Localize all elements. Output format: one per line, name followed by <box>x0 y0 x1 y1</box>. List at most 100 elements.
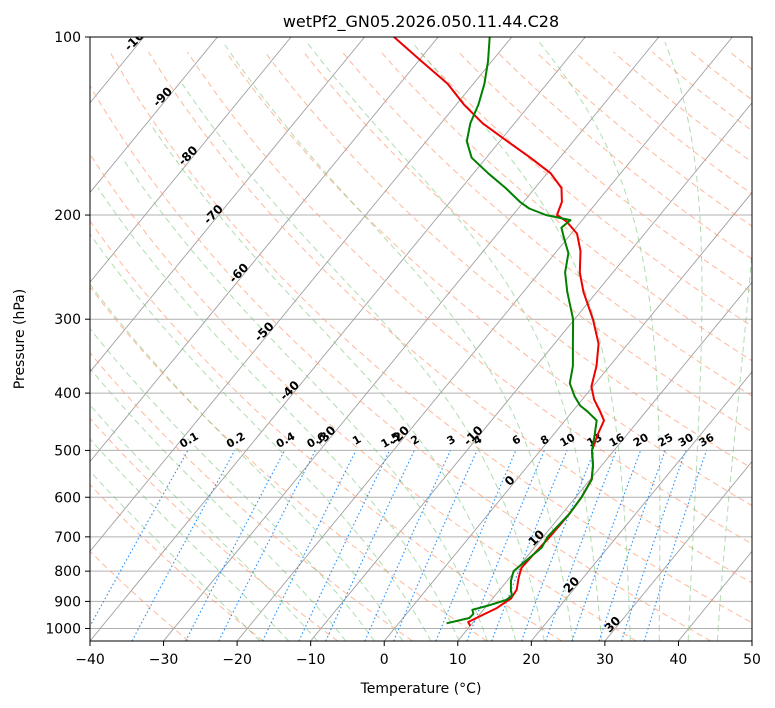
moist-adiabat <box>181 83 545 641</box>
y-tick-label: 300 <box>54 312 81 328</box>
dry-adiabat <box>90 550 190 641</box>
x-tick-label: −30 <box>149 652 179 668</box>
isotherm-line <box>90 37 439 463</box>
mixing-ratio-label: 0.4 <box>274 430 298 451</box>
dry-adiabat <box>651 51 752 132</box>
isotherm-line <box>383 191 752 641</box>
isotherm-line <box>163 37 660 641</box>
isotherm-line <box>236 37 733 641</box>
moist-adiabat <box>90 367 347 641</box>
dry-adiabat <box>90 417 339 641</box>
y-tick-label: 700 <box>54 530 81 546</box>
mixing-ratio-line <box>393 450 478 641</box>
dry-adiabat <box>574 51 752 195</box>
isotherm-label: -100 <box>122 23 153 54</box>
isotherm-label: -70 <box>201 202 226 227</box>
x-tick-label: −20 <box>222 652 252 668</box>
isotherm-line <box>90 37 218 194</box>
mixing-ratio-line <box>520 450 595 641</box>
plot-frame <box>89 36 753 642</box>
isotherm-label: -60 <box>226 260 251 285</box>
mixing-ratio-label: 20 <box>631 431 651 450</box>
y-tick-label: 900 <box>54 594 81 610</box>
isotherm-label: -40 <box>277 378 302 403</box>
isotherm-line <box>530 371 752 641</box>
y-tick-label: 200 <box>54 208 81 224</box>
mixing-ratio-line <box>545 450 617 641</box>
y-tick-label: 600 <box>54 490 81 506</box>
moist-adiabat <box>90 470 261 641</box>
x-tick-label: 40 <box>670 652 688 668</box>
dry-adiabat <box>148 51 752 584</box>
mixing-ratio-line <box>90 450 189 628</box>
mixing-ratio-label: 30 <box>676 431 696 450</box>
isotherm-label: 40 <box>647 648 669 670</box>
x-tick-label: 30 <box>596 652 614 668</box>
axes: −40 −30 −20 −10 0 10 20 30 40 5010009008007006005… <box>45 30 761 668</box>
mixing-ratio-label: 3 <box>445 433 458 448</box>
y-tick-label: 800 <box>54 564 81 580</box>
isotherm-label: 10 <box>526 527 548 549</box>
mixing-ratio-line <box>364 450 451 641</box>
y-tick-label: 500 <box>54 443 81 459</box>
y-tick-label: 100 <box>54 30 81 46</box>
mixing-ratio-label: 25 <box>656 431 676 450</box>
mixing-ratio-label: 0.1 <box>177 430 200 451</box>
line-labels: 0.1 0.2 0.4 0.6 1 1.5 2 3 4 6 8 10 13 16 20 25 30 36-100-… <box>122 23 717 670</box>
moist-adiabat <box>306 41 602 641</box>
moist-adiabat <box>538 41 661 641</box>
isotherm-line <box>751 640 752 641</box>
dry-adiabat <box>109 51 752 624</box>
y-tick-label: 1000 <box>45 621 81 637</box>
moist-adiabat <box>90 283 404 641</box>
dry-adiabat <box>90 483 264 641</box>
isotherm-line <box>310 102 752 641</box>
isotherm-line <box>678 550 752 641</box>
mixing-ratio-line <box>435 450 517 641</box>
moist-adiabat <box>97 187 460 641</box>
moist-adiabat <box>90 233 432 641</box>
moist-adiabat <box>664 41 703 641</box>
mixing-ratio-line <box>218 450 316 641</box>
isotherm-line <box>90 37 586 641</box>
dry-adiabat <box>341 51 752 397</box>
x-tick-label: −40 <box>75 652 105 668</box>
mixing-ratio-line <box>185 450 286 641</box>
x-tick-label: 10 <box>449 652 467 668</box>
mixing-ratio-line <box>298 450 391 641</box>
isotherm-line <box>90 37 513 553</box>
y-tick-label: 400 <box>54 386 81 402</box>
mixing-ratio-label: 1 <box>350 433 363 448</box>
moist-adiabat <box>90 438 290 641</box>
mixing-ratio-label: 6 <box>510 432 523 447</box>
mixing-ratio-line <box>262 450 357 641</box>
moist-adiabat <box>90 327 375 641</box>
moist-adiabat <box>716 246 752 641</box>
mixing-ratio-label: 36 <box>697 431 717 450</box>
temperature-line <box>393 37 605 627</box>
dry-adiabat <box>225 51 752 507</box>
x-tick-label: −10 <box>296 652 326 668</box>
dry-adiabat <box>496 51 752 260</box>
dry-adiabat <box>90 153 637 641</box>
mixing-ratio-line <box>131 450 236 641</box>
dry-adiabat <box>380 51 752 362</box>
mixing-ratio-line <box>598 450 666 641</box>
mixing-ratio-line <box>621 450 687 641</box>
mixing-ratio-line <box>491 450 568 641</box>
chart-title: wetPf2_GN05.2026.050.11.44.C28 <box>283 12 559 32</box>
background-lines <box>90 37 752 641</box>
moist-adiabat <box>222 41 574 641</box>
y-axis-label: Pressure (hPa) <box>12 289 28 389</box>
mixing-ratio-label: 16 <box>607 431 627 450</box>
isotherm-line <box>604 460 752 641</box>
isotherm-label: 0 <box>502 473 518 489</box>
x-axis-label: Temperature (°C) <box>360 681 482 697</box>
moist-adiabat <box>90 404 318 641</box>
isotherm-label: 30 <box>602 614 624 636</box>
mixing-ratio-label: 10 <box>558 431 578 450</box>
dry-adiabat <box>186 51 752 545</box>
dry-adiabat <box>264 51 752 469</box>
moist-adiabat <box>121 157 488 641</box>
